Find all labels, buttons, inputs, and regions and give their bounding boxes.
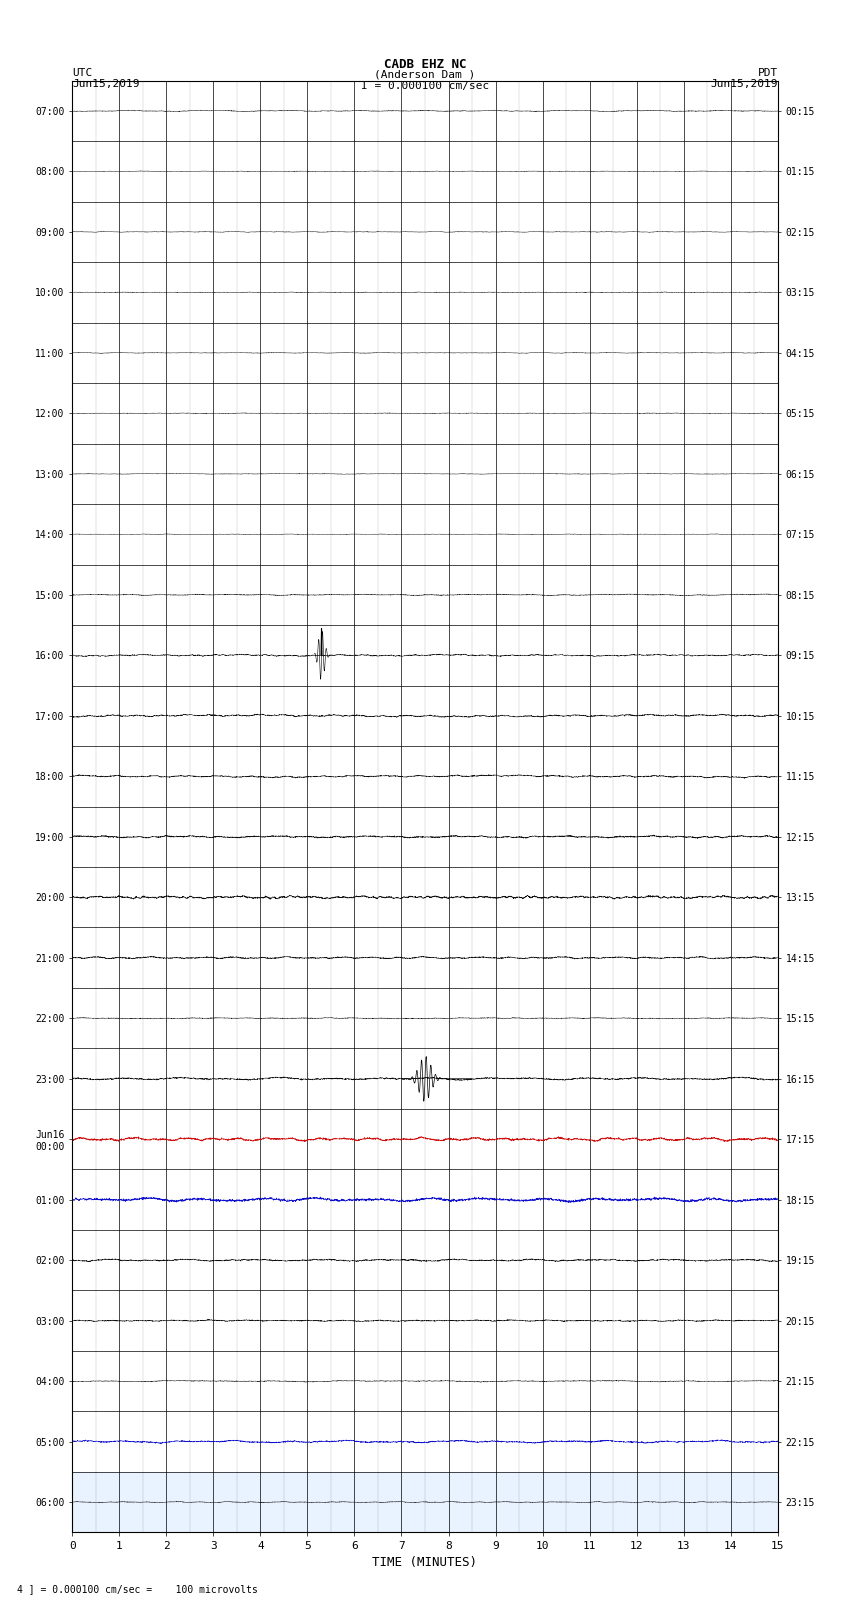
Text: I = 0.000100 cm/sec: I = 0.000100 cm/sec	[361, 81, 489, 90]
Text: (Anderson Dam ): (Anderson Dam )	[374, 69, 476, 79]
Text: CADB EHZ NC: CADB EHZ NC	[383, 58, 467, 71]
X-axis label: TIME (MINUTES): TIME (MINUTES)	[372, 1555, 478, 1568]
Text: 4 ] = 0.000100 cm/sec =    100 microvolts: 4 ] = 0.000100 cm/sec = 100 microvolts	[17, 1584, 258, 1594]
Bar	[72, 1471, 778, 1532]
Text: PDT
Jun15,2019: PDT Jun15,2019	[711, 68, 778, 89]
Text: UTC
Jun15,2019: UTC Jun15,2019	[72, 68, 139, 89]
